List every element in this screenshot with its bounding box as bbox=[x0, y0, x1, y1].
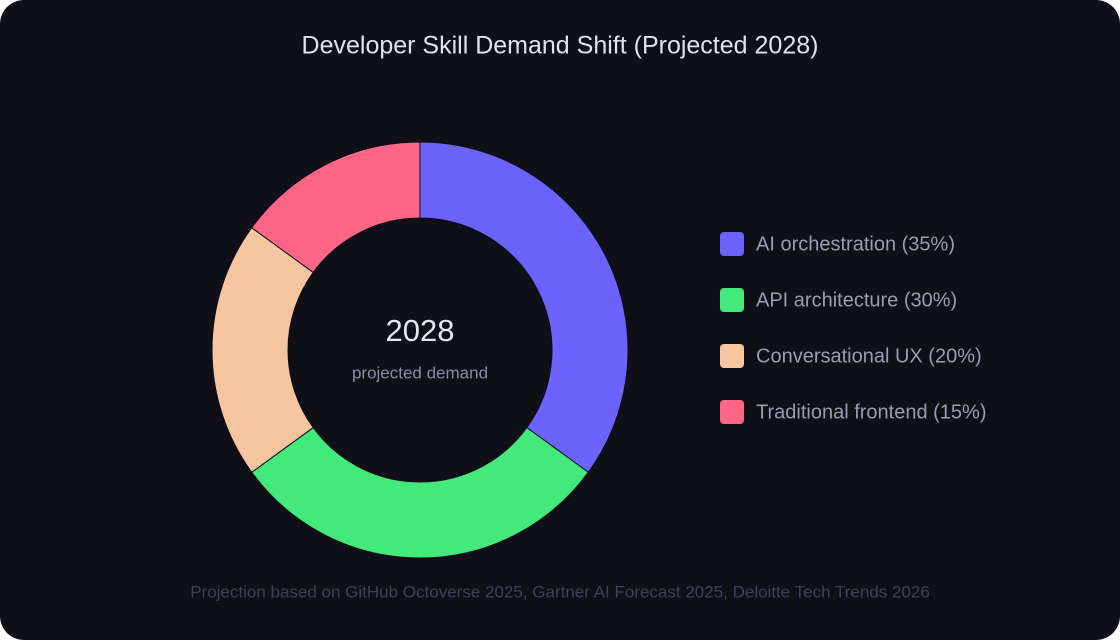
donut bbox=[211, 141, 629, 559]
legend-swatch bbox=[720, 232, 744, 256]
source-note: Projection based on GitHub Octoverse 202… bbox=[190, 582, 930, 601]
legend-swatch bbox=[720, 400, 744, 424]
legend-label: Conversational UX (20%) bbox=[756, 345, 982, 367]
legend: AI orchestration (35%) API architecture (… bbox=[720, 232, 987, 424]
chart-title: Developer Skill Demand Shift (Projected … bbox=[302, 32, 819, 60]
donut-slice bbox=[251, 141, 421, 274]
center-label: 2028 bbox=[386, 313, 455, 348]
donut-slice bbox=[251, 426, 589, 559]
legend-label: AI orchestration (35%) bbox=[756, 233, 955, 255]
donut-slice bbox=[419, 141, 629, 473]
legend-label: API architecture (30%) bbox=[756, 289, 957, 311]
legend-swatch bbox=[720, 288, 744, 312]
legend-label: Traditional frontend (15%) bbox=[756, 401, 987, 423]
center-sublabel: projected demand bbox=[352, 363, 488, 382]
legend-swatch bbox=[720, 344, 744, 368]
